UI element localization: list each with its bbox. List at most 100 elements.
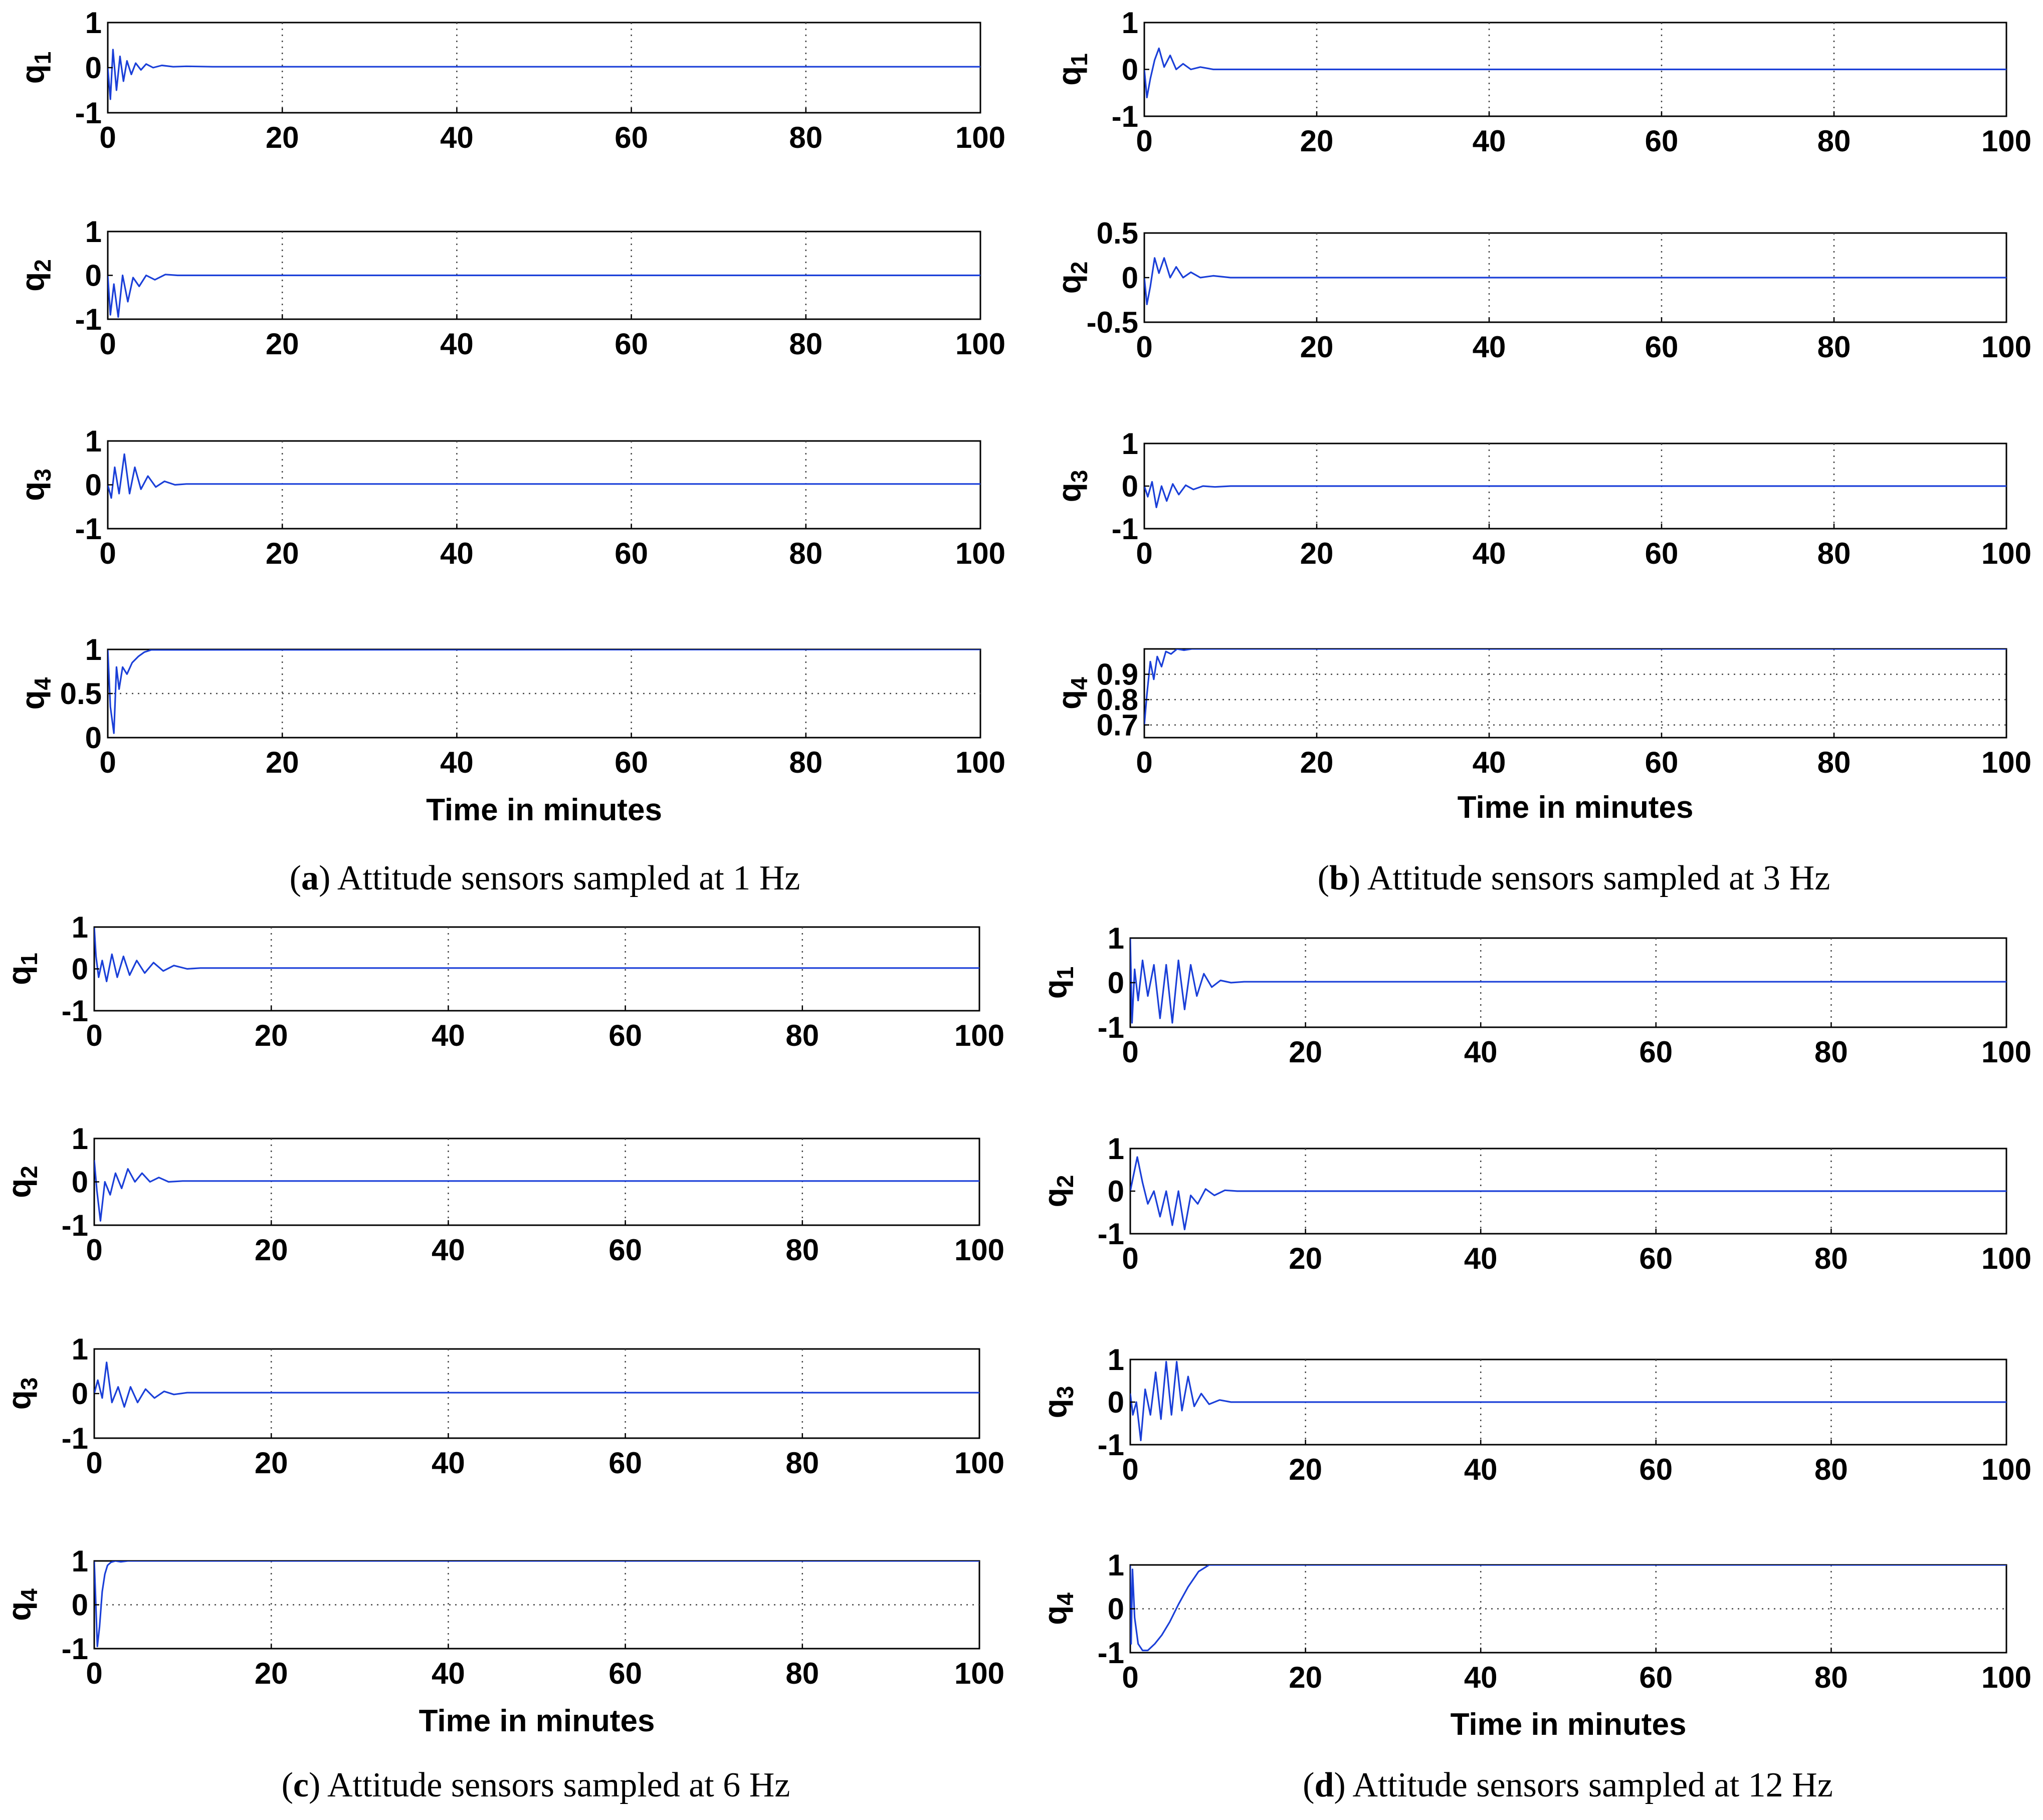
y-axis-label-main: q [15, 272, 51, 292]
x-tick-label: 20 [1300, 746, 1334, 779]
x-tick-label: 80 [1817, 124, 1851, 158]
y-axis-label-main: q [1, 1390, 37, 1410]
y-axis-label-sub: 2 [1066, 262, 1092, 275]
x-tick-label: 0 [1136, 330, 1152, 364]
x-tick-label: 60 [608, 1657, 642, 1690]
y-tick-label: -1 [75, 96, 102, 130]
caption-text: ) Attitude sensors sampled at 3 Hz [1349, 859, 1830, 897]
series-line-q3 [108, 453, 980, 499]
x-tick-label: 20 [266, 327, 299, 361]
y-axis-label-sub: 3 [30, 469, 56, 482]
x-tick-label: 80 [785, 1019, 819, 1052]
y-tick-label: -1 [75, 303, 102, 336]
x-tick-label: 100 [955, 327, 1005, 361]
y-axis-label: q4 [1, 1588, 42, 1621]
y-tick-label: 0.8 [1097, 683, 1138, 717]
x-tick-label: 100 [1981, 1035, 2031, 1069]
series-line-q2 [108, 274, 980, 318]
y-tick-label: 1 [1108, 1548, 1124, 1582]
x-tick-label: 80 [789, 537, 823, 570]
y-axis-label-sub: 2 [30, 259, 56, 272]
y-tick-label: 1 [72, 1544, 88, 1578]
y-tick-label: 0.9 [1097, 658, 1138, 692]
x-tick-label: 100 [1981, 1242, 2031, 1275]
x-tick-label: 40 [432, 1019, 465, 1052]
y-axis-label-main: q [1, 1179, 37, 1198]
y-axis-label-main: q [15, 64, 51, 84]
x-tick-label: 40 [1464, 1242, 1498, 1275]
y-axis-label-main: q [1051, 66, 1087, 86]
y-axis-label-main: q [15, 482, 51, 501]
caption-text: ) Attitude sensors sampled at 12 Hz [1334, 1766, 1832, 1804]
y-axis-label: q2 [1, 1166, 42, 1198]
x-tick-label: 80 [1814, 1035, 1848, 1069]
x-axis-label: Time in minutes [1458, 790, 1694, 825]
y-axis-label-sub: 4 [1052, 1592, 1078, 1606]
axes-frame [1129, 937, 2007, 1028]
y-tick-label: 1 [1108, 1343, 1124, 1377]
panel-caption: (d) Attitude sensors sampled at 12 Hz [1303, 1766, 1833, 1804]
y-axis-label-main: q [15, 690, 51, 710]
x-tick-label: 40 [440, 121, 474, 154]
series-line-q4 [108, 649, 980, 734]
x-tick-label: 60 [615, 327, 648, 361]
y-axis-label-sub: 2 [1052, 1175, 1078, 1188]
y-tick-label: -0.5 [1087, 306, 1138, 339]
x-tick-label: 20 [1289, 1661, 1322, 1694]
y-axis-label-main: q [1037, 1606, 1073, 1625]
y-tick-label: -1 [1112, 512, 1138, 546]
y-tick-label: 0 [1108, 1175, 1124, 1208]
x-tick-label: 60 [608, 1019, 642, 1052]
x-tick-label: 100 [1981, 330, 2031, 364]
y-axis-label: q4 [15, 677, 56, 710]
y-tick-label: -1 [62, 994, 88, 1028]
x-tick-label: 60 [1639, 1242, 1673, 1275]
y-tick-label: 0 [85, 259, 102, 293]
x-tick-label: 40 [432, 1446, 465, 1480]
y-axis-label: q1 [1, 953, 42, 985]
y-tick-label: 0.5 [1097, 216, 1138, 250]
x-tick-label: 20 [1289, 1242, 1322, 1275]
y-tick-label: 1 [1122, 427, 1138, 461]
y-axis-label-sub: 2 [16, 1166, 42, 1179]
x-tick-label: 0 [1122, 1661, 1138, 1694]
y-axis-label-main: q [1037, 1188, 1073, 1207]
caption-letter: b [1329, 859, 1349, 897]
y-tick-label: 1 [85, 424, 102, 458]
x-tick-label: 0 [1122, 1453, 1138, 1486]
x-tick-label: 40 [1464, 1035, 1498, 1069]
y-tick-label: -1 [75, 512, 102, 546]
y-axis-label: q4 [1051, 677, 1092, 710]
x-tick-label: 40 [1473, 330, 1506, 364]
x-tick-label: 80 [785, 1446, 819, 1480]
y-axis-label-sub: 1 [30, 52, 56, 65]
y-tick-label: 0 [1108, 966, 1124, 1000]
x-tick-label: 0 [1136, 124, 1152, 158]
x-tick-label: 60 [608, 1446, 642, 1480]
y-tick-label: -1 [1098, 1217, 1124, 1251]
x-tick-label: 60 [1639, 1453, 1673, 1486]
axes-frame [107, 440, 981, 530]
x-tick-label: 20 [255, 1233, 288, 1267]
x-tick-label: 40 [432, 1233, 465, 1267]
caption-letter: a [301, 859, 319, 897]
series-line-q1 [1144, 47, 2006, 99]
series-line-q3 [1144, 481, 2006, 509]
y-axis-label: q2 [15, 259, 56, 292]
y-axis-label-main: q [1037, 979, 1073, 999]
y-tick-label: 0 [1122, 53, 1138, 87]
y-axis-label-main: q [1051, 274, 1087, 294]
y-axis-label-sub: 1 [1066, 53, 1092, 66]
axes-frame [1143, 648, 2007, 739]
x-tick-label: 40 [1464, 1453, 1498, 1486]
x-tick-label: 60 [1645, 124, 1679, 158]
y-axis-label-sub: 3 [16, 1378, 42, 1391]
x-axis-label: Time in minutes [419, 1704, 655, 1738]
